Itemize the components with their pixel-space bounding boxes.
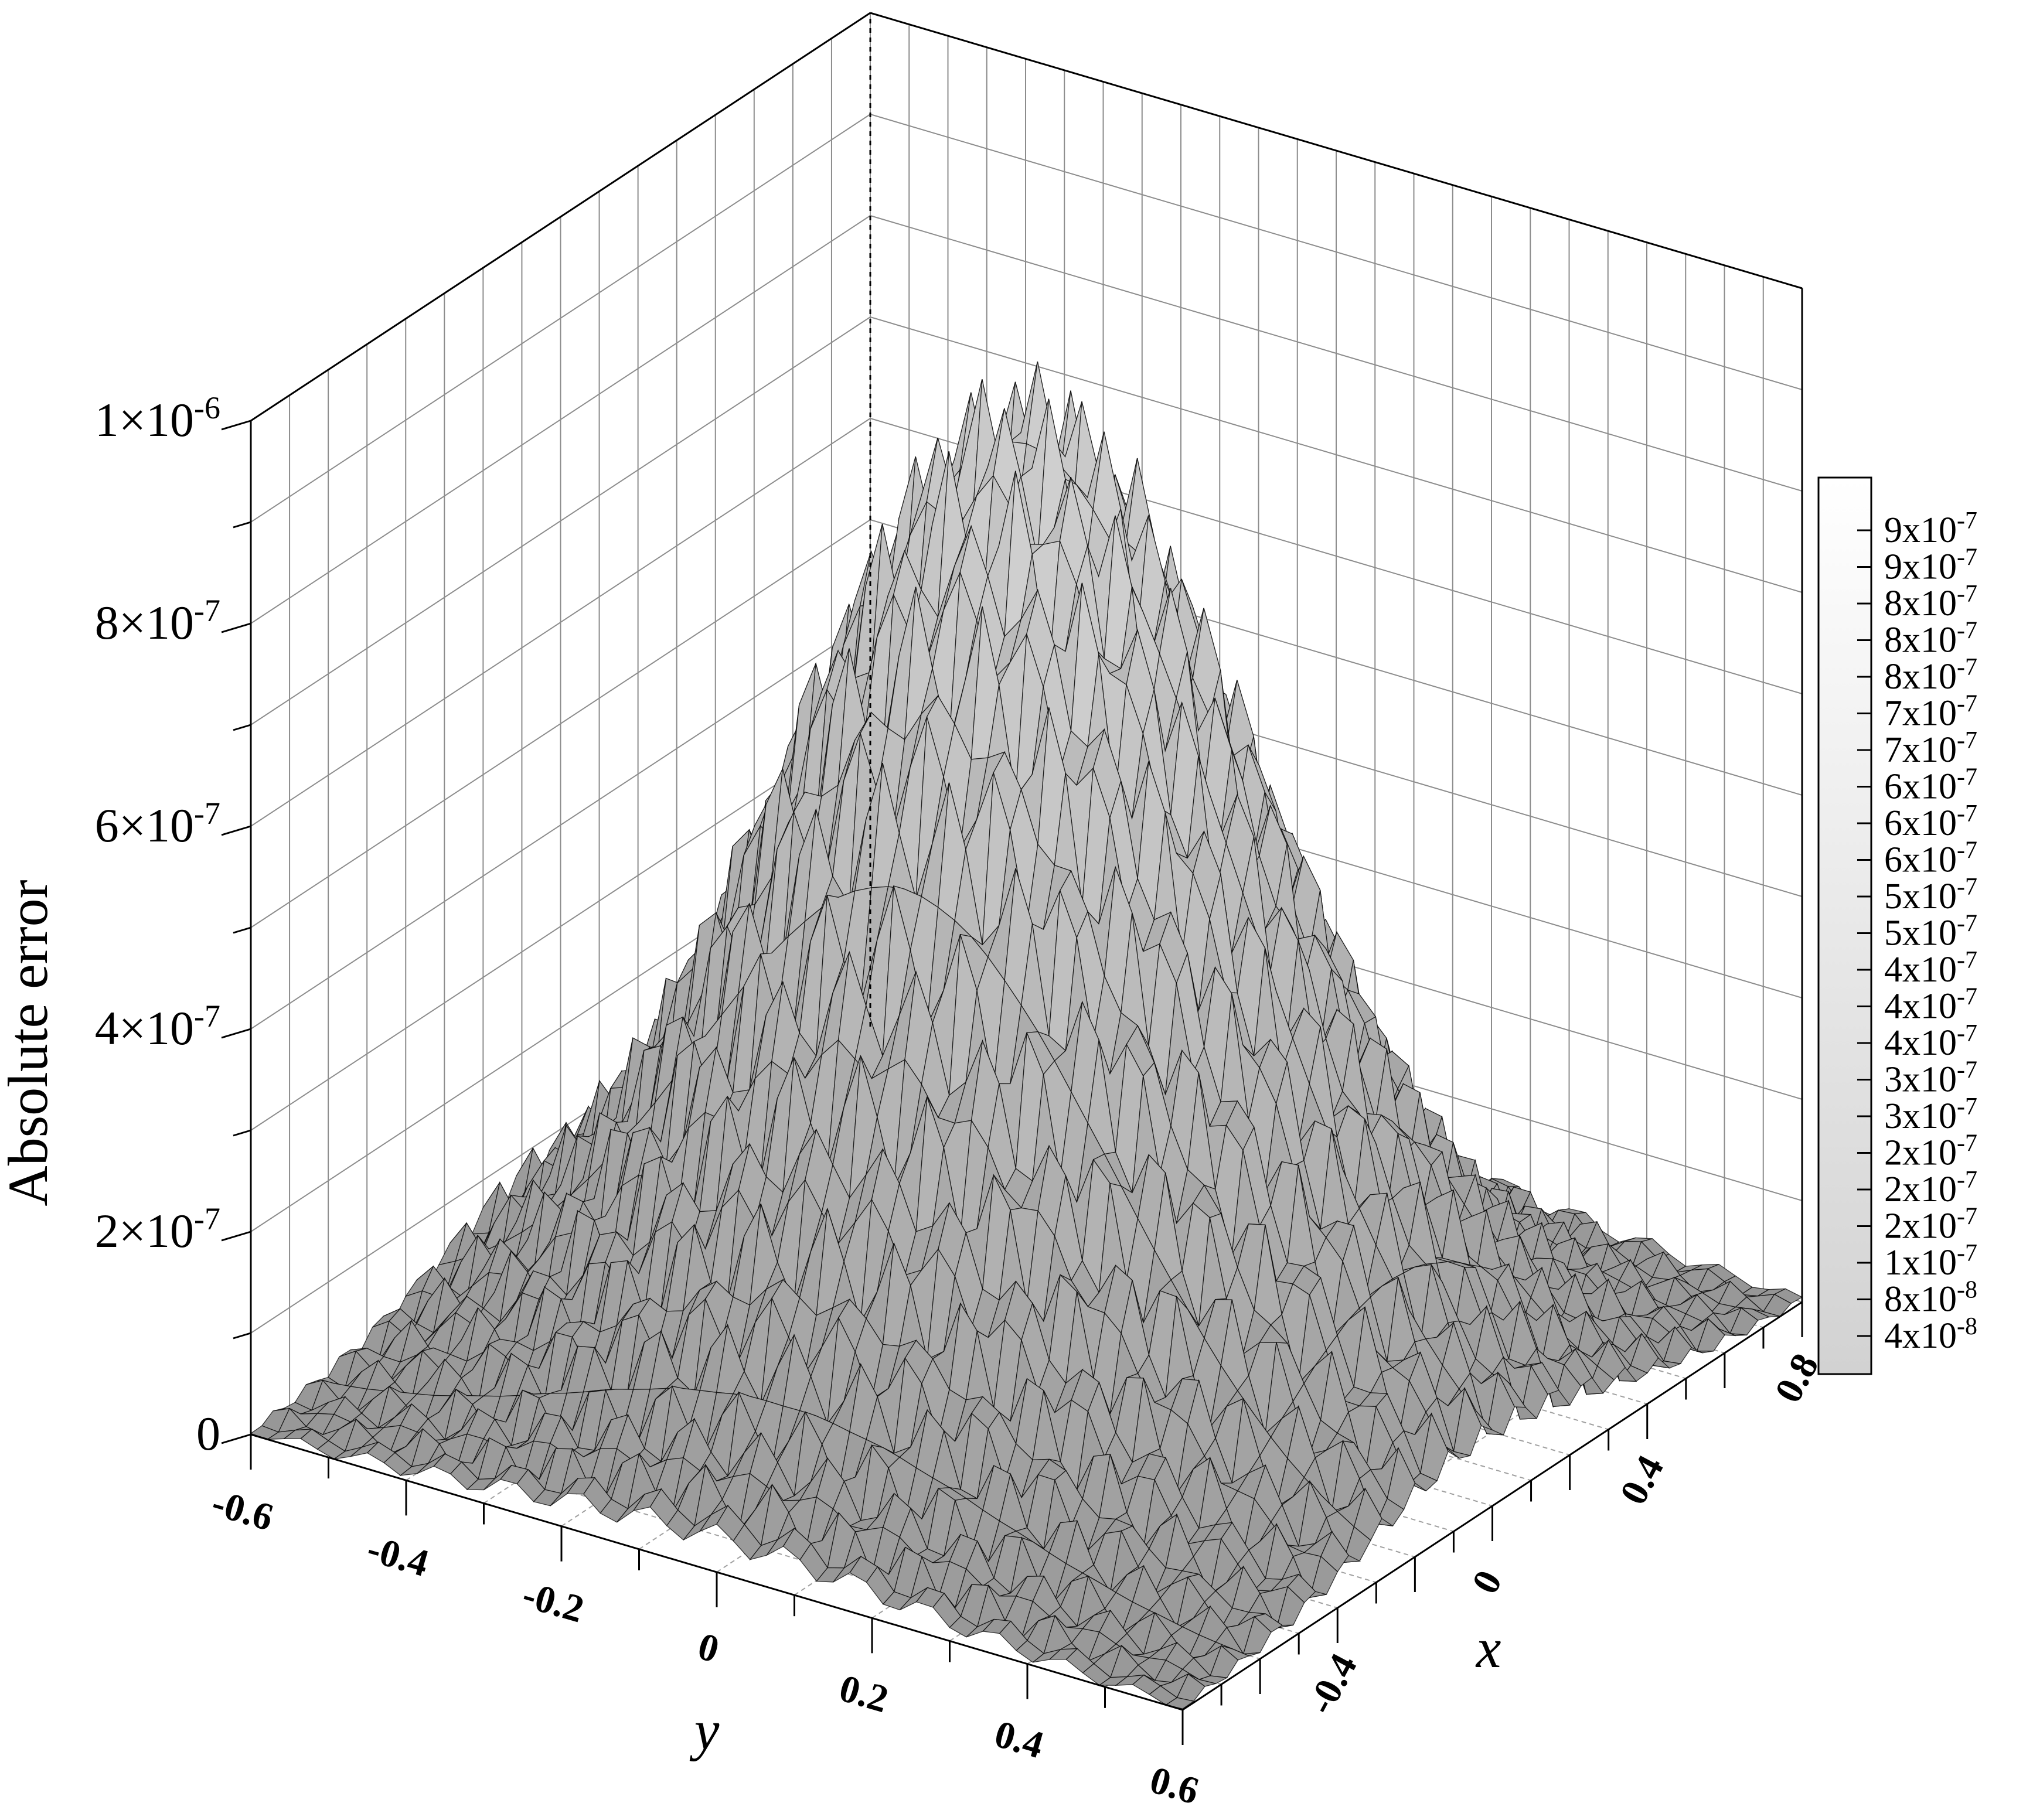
z-axis-title: Absolute error <box>0 880 59 1206</box>
error-surface <box>250 361 1803 1709</box>
z-tick-mark <box>233 1332 251 1340</box>
wall-grid-horizontal <box>250 417 1803 827</box>
z-tick-label: 6×10-7 <box>95 796 220 852</box>
y-tick-label: 0 <box>693 1625 724 1671</box>
y-tick-label: -0.4 <box>363 1527 434 1585</box>
x-axis-title: x <box>1475 1617 1501 1679</box>
y-tick-label: -0.6 <box>207 1481 278 1539</box>
z-tick-mark <box>221 420 251 431</box>
z-tick-mark <box>221 1028 251 1039</box>
z-tick-label: 0 <box>196 1407 220 1460</box>
z-tick-label: 1×10-6 <box>95 390 220 447</box>
y-tick-label: 0.4 <box>990 1713 1048 1767</box>
z-tick-mark <box>233 926 251 934</box>
y-tick-label: 0.6 <box>1145 1758 1203 1813</box>
y-axis-title: y <box>689 1699 720 1761</box>
x-tick-label: -0.4 <box>1299 1647 1366 1722</box>
color-legend: 9x10-79x10-78x10-78x10-78x10-77x10-77x10… <box>1817 476 1977 1375</box>
z-tick-mark <box>233 521 251 529</box>
z-tick-mark <box>221 1433 251 1444</box>
z-tick-mark <box>221 1231 251 1242</box>
z-tick-label: 4×10-7 <box>95 998 220 1055</box>
z-tick-mark <box>221 825 251 836</box>
y-tick-label: -0.2 <box>518 1573 589 1631</box>
z-tick-label: 2×10-7 <box>95 1201 220 1257</box>
z-axis: 0 2×10-7 4×10-7 6×10-7 8×10-7 1×10-6 <box>95 390 251 1460</box>
z-tick-label: 8×10-7 <box>95 593 220 649</box>
z-tick-mark <box>221 622 251 633</box>
z-tick-mark <box>233 724 251 731</box>
x-tick-label: 0.4 <box>1612 1448 1672 1511</box>
y-tick-label: 0.2 <box>835 1666 893 1721</box>
legend-label: 4x10-8 <box>1884 1313 1977 1356</box>
legend-colorbar <box>1817 476 1872 1375</box>
z-tick-mark <box>233 1129 251 1137</box>
x-tick-label: 0 <box>1464 1563 1511 1600</box>
wall-grid-horizontal <box>250 316 1803 725</box>
